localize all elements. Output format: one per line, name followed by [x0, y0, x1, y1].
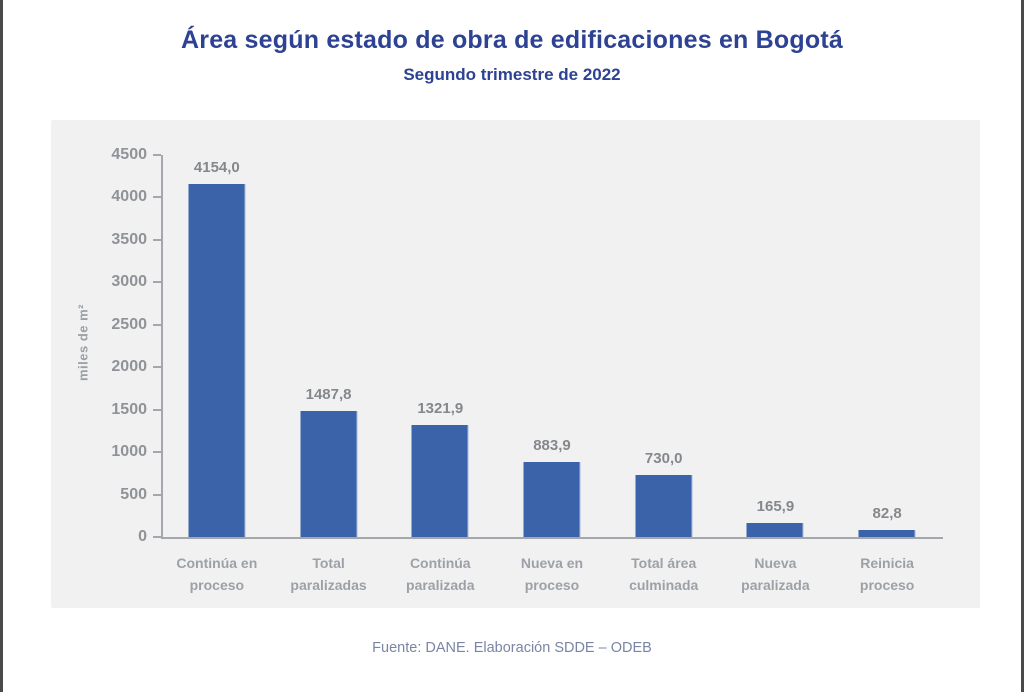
y-axis-label: miles de m² [75, 303, 91, 382]
category-label: Total paralizadas [290, 555, 367, 593]
chart-title: Área según estado de obra de edificacion… [181, 26, 843, 54]
bar [858, 529, 916, 537]
y-tick-mark [153, 536, 161, 538]
bar-value-label: 730,0 [644, 450, 683, 468]
y-tick-label: 4000 [111, 188, 147, 206]
chart-panel: miles de m² 0 500 1000 1500 2000 2500 3000 3500… [51, 120, 980, 608]
bar-column: 165,9 [720, 155, 832, 537]
y-tick-mark [153, 196, 161, 199]
y-tick-label: 2500 [111, 315, 147, 333]
category-label: Total área culminada [629, 555, 699, 593]
y-tick-label: 500 [120, 485, 147, 503]
x-axis-line [161, 537, 943, 539]
bar [523, 461, 581, 537]
bar-column: 82,8 [831, 155, 943, 537]
bar-column: 1487,8 [273, 155, 385, 537]
category-label: Nueva paralizada [741, 555, 810, 593]
y-tick-label: 4500 [111, 146, 147, 163]
y-tick-mark [153, 408, 161, 411]
bar [188, 184, 246, 537]
y-tick-label: 2000 [111, 358, 147, 376]
source-note: Fuente: DANE. Elaboración SDDE – ODEB [372, 640, 652, 656]
bar [411, 424, 469, 537]
plot-area: 4154,0 1487,8 1321,9 883,9 730,0 165,9 82,8 [161, 155, 943, 537]
bar [300, 410, 358, 537]
y-tick-mark [153, 323, 161, 326]
bar-value-label: 883,9 [533, 436, 571, 454]
bar [635, 475, 693, 537]
category-label: Nueva en proceso [520, 555, 584, 593]
bar-value-label: 165,9 [756, 497, 795, 515]
y-tick-mark [153, 238, 161, 241]
y-tick-mark [153, 493, 161, 496]
y-tick-label: 1000 [111, 443, 147, 461]
category-label: Continúa paralizada [406, 555, 475, 593]
y-tick-label: 3000 [111, 273, 147, 291]
y-tick-label: 1500 [111, 400, 147, 418]
y-tick-label: 3500 [111, 230, 147, 248]
y-tick-mark [153, 154, 161, 156]
bar-column: 1321,9 [384, 155, 496, 537]
bar-column: 730,0 [608, 155, 720, 537]
bar-value-label: 4154,0 [193, 159, 240, 177]
y-tick-label: 0 [138, 528, 147, 545]
bar-value-label: 1487,8 [305, 385, 352, 403]
y-tick-mark [153, 366, 161, 369]
bar-value-label: 1321,9 [417, 399, 464, 417]
y-axis-line [161, 155, 163, 539]
bar-column: 883,9 [496, 155, 608, 537]
bar-column: 4154,0 [161, 155, 273, 537]
chart-header: Área según estado de obra de edificacion… [3, 26, 1021, 85]
category-label: Continúa en proceso [176, 555, 258, 593]
bar [746, 522, 804, 537]
chart-subtitle: Segundo trimestre de 2022 [403, 65, 621, 84]
bar-value-label: 82,8 [872, 504, 902, 522]
category-label: Reinicia proceso [859, 555, 915, 593]
y-tick-mark [153, 451, 161, 454]
y-tick-mark [153, 281, 161, 284]
x-axis-categories: Continúa en proceso Total paralizadas Cont… [161, 552, 943, 608]
